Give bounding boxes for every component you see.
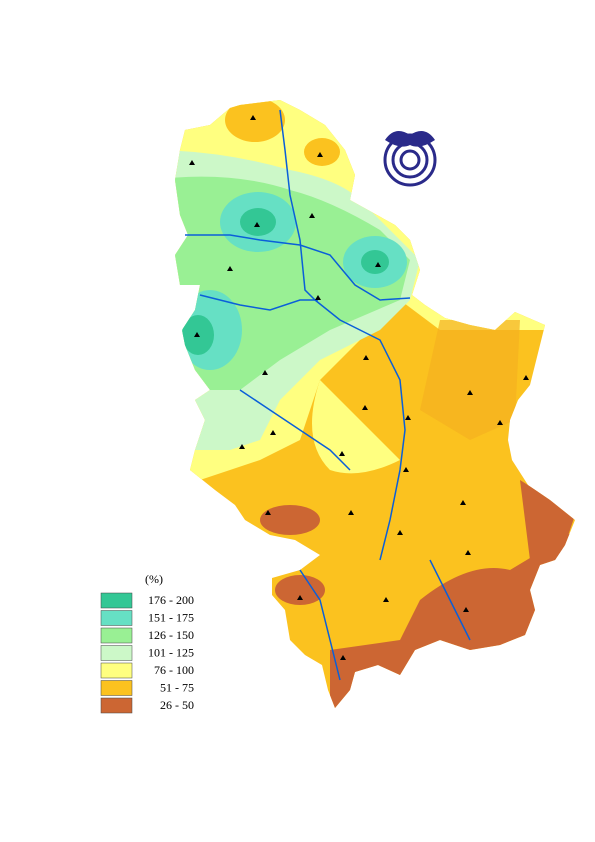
legend-swatch [100,627,133,644]
map [175,100,575,708]
legend-swatch [100,680,133,696]
legend: (%) 176 - 200 151 - 175 126 - 150 101 - 125… [100,572,194,714]
logo [383,131,437,187]
legend-swatch [100,662,133,679]
legend-label: 51 - 75 [160,680,194,694]
legend-swatch [100,645,133,661]
legend-label: 151 - 175 [148,610,194,624]
legend-swatch [100,697,133,714]
legend-label: 26 - 50 [160,698,194,712]
legend-label: 176 - 200 [148,593,194,607]
legend-swatch [100,592,133,609]
legend-title: (%) [145,572,163,586]
rivers [185,109,471,681]
legend-swatch [100,610,133,626]
legend-label: 76 - 100 [154,663,194,677]
legend-label: 101 - 125 [148,645,194,659]
legend-label: 126 - 150 [148,628,194,642]
